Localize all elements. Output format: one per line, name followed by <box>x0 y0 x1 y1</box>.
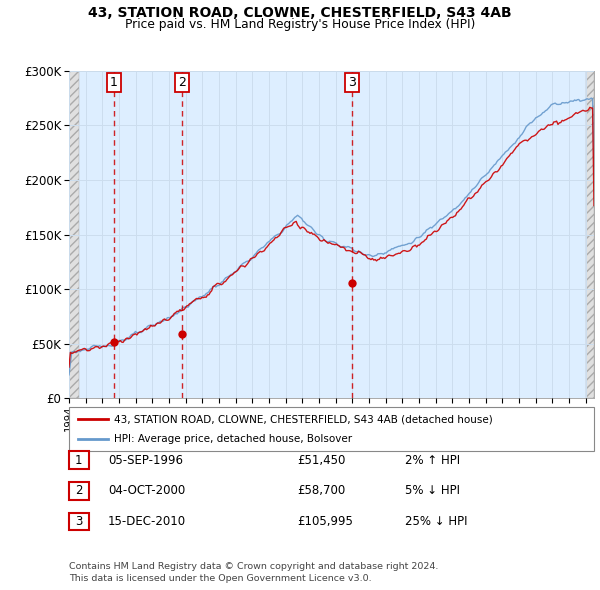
Text: 05-SEP-1996: 05-SEP-1996 <box>108 454 183 467</box>
Text: 3: 3 <box>348 76 356 88</box>
Text: 43, STATION ROAD, CLOWNE, CHESTERFIELD, S43 4AB (detached house): 43, STATION ROAD, CLOWNE, CHESTERFIELD, … <box>114 415 493 424</box>
Text: £105,995: £105,995 <box>297 515 353 528</box>
Text: 2: 2 <box>178 76 185 88</box>
Bar <box>586 71 594 398</box>
Text: 3: 3 <box>75 515 83 528</box>
Bar <box>69 71 79 398</box>
Text: 2: 2 <box>75 484 83 497</box>
Text: 1: 1 <box>110 76 118 88</box>
Text: 5% ↓ HPI: 5% ↓ HPI <box>405 484 460 497</box>
Text: Contains HM Land Registry data © Crown copyright and database right 2024.: Contains HM Land Registry data © Crown c… <box>69 562 439 571</box>
Text: HPI: Average price, detached house, Bolsover: HPI: Average price, detached house, Bols… <box>114 434 352 444</box>
Text: Price paid vs. HM Land Registry's House Price Index (HPI): Price paid vs. HM Land Registry's House … <box>125 18 475 31</box>
Text: 2% ↑ HPI: 2% ↑ HPI <box>405 454 460 467</box>
Text: £51,450: £51,450 <box>297 454 346 467</box>
Text: 43, STATION ROAD, CLOWNE, CHESTERFIELD, S43 4AB: 43, STATION ROAD, CLOWNE, CHESTERFIELD, … <box>88 6 512 20</box>
Text: 15-DEC-2010: 15-DEC-2010 <box>108 515 186 528</box>
Text: 04-OCT-2000: 04-OCT-2000 <box>108 484 185 497</box>
Text: £58,700: £58,700 <box>297 484 345 497</box>
Text: 25% ↓ HPI: 25% ↓ HPI <box>405 515 467 528</box>
Text: 1: 1 <box>75 454 83 467</box>
Text: This data is licensed under the Open Government Licence v3.0.: This data is licensed under the Open Gov… <box>69 574 371 583</box>
